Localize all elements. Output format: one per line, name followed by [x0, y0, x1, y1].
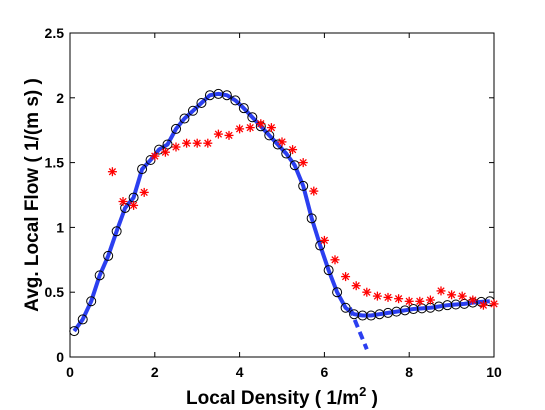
- plot-area: [69, 32, 495, 358]
- y-axis-title: Avg. Local Flow ( 1/(m s) ): [22, 78, 43, 312]
- circle-marker: [69, 326, 80, 337]
- y-axis-ticks: 0 0.5 1 1.5 2 2.5: [45, 25, 494, 365]
- plot-frame: [69, 32, 495, 358]
- star-marker: [351, 281, 361, 291]
- circle-marker: [230, 95, 241, 106]
- circle-marker: [86, 296, 97, 307]
- star-marker: [425, 295, 435, 305]
- star-marker: [457, 291, 467, 301]
- star-marker: [235, 124, 245, 134]
- star-marker: [129, 200, 139, 210]
- y-tick-label: 1: [56, 219, 64, 235]
- star-marker: [447, 290, 457, 300]
- circle-marker: [179, 113, 190, 124]
- star-marker: [277, 137, 287, 147]
- x-tick-label: 0: [66, 364, 74, 380]
- x-axis-ticks: 0 2 4 6 8 10: [66, 33, 502, 380]
- x-tick-label: 8: [405, 364, 413, 380]
- star-marker: [182, 138, 192, 148]
- star-marker: [468, 295, 478, 305]
- circle-marker: [247, 112, 258, 123]
- series-layer: [69, 88, 499, 350]
- star-marker: [256, 119, 266, 129]
- star-marker: [288, 145, 298, 155]
- extrapolation-dashed-line: [347, 307, 369, 350]
- star-marker: [341, 272, 351, 282]
- circle-marker: [171, 123, 181, 134]
- star-marker: [203, 138, 213, 148]
- y-tick-label: 2.5: [45, 25, 65, 41]
- y-tick-label: 0.5: [45, 284, 65, 300]
- star-marker: [224, 130, 234, 140]
- star-marker: [171, 142, 181, 152]
- star-marker: [309, 186, 319, 196]
- star-marker: [319, 235, 329, 245]
- circle-marker: [111, 226, 122, 237]
- x-axis-title-main: Local Density ( 1/m: [186, 388, 359, 409]
- circle-marker: [94, 270, 105, 281]
- circle-marker: [196, 97, 207, 108]
- circle-marker: [340, 302, 351, 313]
- y-tick-label: 2: [56, 90, 64, 106]
- star-marker: [489, 299, 499, 309]
- circle-marker: [137, 164, 148, 175]
- star-marker: [213, 129, 223, 139]
- x-tick-label: 6: [321, 364, 329, 380]
- circle-marker: [332, 287, 343, 298]
- star-marker: [118, 197, 128, 206]
- star-marker: [436, 286, 446, 296]
- star-marker: [192, 138, 202, 148]
- circle-marker: [264, 130, 275, 141]
- x-tick-label: 10: [486, 364, 502, 380]
- star-marker: [330, 255, 340, 265]
- y-tick-label: 1.5: [45, 155, 65, 171]
- star-marker: [266, 123, 276, 133]
- star-marker: [362, 287, 372, 297]
- star-marker: [415, 296, 425, 306]
- star-marker: [245, 123, 255, 133]
- star-marker: [139, 187, 149, 197]
- star-marker: [107, 167, 117, 177]
- x-tick-label: 2: [151, 364, 159, 380]
- circle-marker: [281, 148, 292, 159]
- circle-marker: [357, 310, 368, 321]
- circle-marker: [238, 103, 249, 114]
- star-marker: [383, 292, 393, 302]
- star-marker: [404, 296, 414, 306]
- circle-marker: [162, 139, 173, 150]
- circle-marker: [221, 90, 232, 101]
- x-axis-title-tail: ): [366, 388, 378, 409]
- circle-marker: [323, 265, 334, 276]
- circle-marker: [103, 250, 114, 261]
- fit-line: [72, 91, 490, 333]
- star-marker: [478, 300, 488, 310]
- x-axis-title-superscript: 2: [359, 384, 366, 399]
- x-tick-label: 4: [236, 364, 244, 380]
- star-marker: [160, 147, 170, 157]
- star-marker: [150, 151, 160, 161]
- star-marker: [298, 158, 308, 168]
- y-tick-label: 0: [56, 349, 64, 365]
- circle-marker: [298, 180, 309, 191]
- star-marker: [372, 291, 382, 301]
- star-marker: [394, 294, 404, 304]
- circle-marker: [187, 105, 198, 116]
- circle-marker: [289, 160, 300, 171]
- circle-marker: [77, 314, 88, 325]
- x-axis-title: Local Density ( 1/m2 ): [186, 384, 378, 409]
- circle-marker: [306, 213, 317, 224]
